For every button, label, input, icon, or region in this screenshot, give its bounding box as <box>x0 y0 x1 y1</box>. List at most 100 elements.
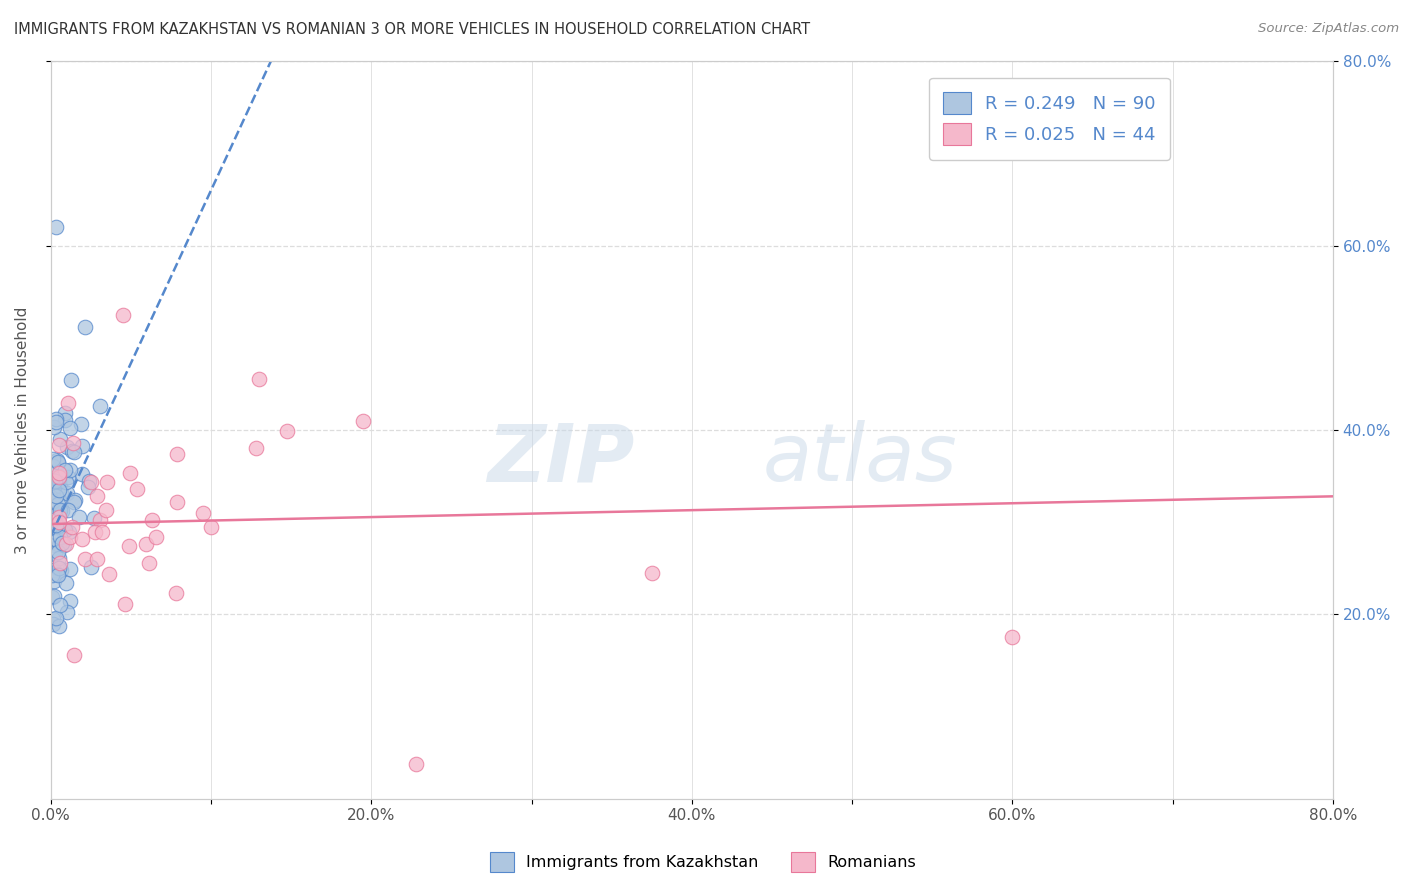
Point <box>60 374 83 388</box>
Point <box>44 474 66 488</box>
Point <box>56 486 79 500</box>
Point <box>48 568 70 582</box>
Point <box>62 435 84 450</box>
Point <box>89 513 111 527</box>
Point <box>86 489 108 503</box>
Point <box>45 611 67 625</box>
Point <box>83 510 105 524</box>
Point <box>83 524 105 539</box>
Point <box>55 576 77 591</box>
Point <box>63 444 86 458</box>
Point <box>59 463 82 477</box>
Text: IMMIGRANTS FROM KAZAKHSTAN VS ROMANIAN 3 OR MORE VEHICLES IN HOUSEHOLD CORRELATI: IMMIGRANTS FROM KAZAKHSTAN VS ROMANIAN 3… <box>14 22 810 37</box>
Point <box>45 508 67 522</box>
Point <box>42 419 65 434</box>
Point <box>59 593 82 607</box>
Point <box>77 480 100 494</box>
Point <box>60 443 83 458</box>
Point <box>56 396 79 410</box>
Point <box>118 539 141 553</box>
Point <box>48 510 70 524</box>
Legend: R = 0.249   N = 90, R = 0.025   N = 44: R = 0.249 N = 90, R = 0.025 N = 44 <box>929 78 1170 160</box>
Point <box>276 424 298 438</box>
Point <box>48 493 70 508</box>
Point <box>42 563 65 577</box>
Point <box>44 574 66 588</box>
Point <box>135 537 157 551</box>
Point <box>352 414 374 428</box>
Point <box>165 586 187 600</box>
Point <box>45 415 67 429</box>
Point <box>56 470 79 484</box>
Point <box>56 440 79 454</box>
Point <box>96 475 118 489</box>
Point <box>49 563 72 577</box>
Point <box>63 493 86 508</box>
Point <box>42 451 65 466</box>
Point <box>80 560 103 574</box>
Point <box>46 483 69 497</box>
Point <box>405 756 427 771</box>
Point <box>41 568 63 582</box>
Point <box>166 494 188 508</box>
Point <box>141 513 163 527</box>
Point <box>63 648 86 662</box>
Point <box>49 484 72 499</box>
Point <box>200 520 222 534</box>
Point <box>1001 631 1024 645</box>
Point <box>641 566 664 580</box>
Point <box>70 439 93 453</box>
Point <box>48 474 70 488</box>
Point <box>41 485 63 500</box>
Point <box>41 513 63 527</box>
Text: atlas: atlas <box>762 420 957 499</box>
Point <box>59 530 82 544</box>
Point <box>48 516 70 530</box>
Point <box>127 482 149 496</box>
Point <box>58 524 80 539</box>
Point <box>49 503 72 517</box>
Point <box>118 466 141 480</box>
Point <box>41 561 63 575</box>
Point <box>138 556 160 570</box>
Point <box>60 520 83 534</box>
Point <box>53 523 76 537</box>
Point <box>49 479 72 493</box>
Point <box>46 545 69 559</box>
Point <box>48 538 70 552</box>
Point <box>48 557 70 571</box>
Point <box>49 530 72 544</box>
Point <box>111 308 134 322</box>
Point <box>49 599 72 613</box>
Point <box>48 468 70 483</box>
Point <box>46 474 69 488</box>
Point <box>41 459 63 474</box>
Legend: Immigrants from Kazakhstan, Romanians: Immigrants from Kazakhstan, Romanians <box>482 844 924 880</box>
Point <box>245 442 267 456</box>
Point <box>45 533 67 548</box>
Point <box>55 537 77 551</box>
Point <box>53 413 76 427</box>
Point <box>46 518 69 533</box>
Point <box>41 474 63 488</box>
Point <box>44 538 66 552</box>
Point <box>48 437 70 451</box>
Point <box>44 589 66 603</box>
Point <box>45 489 67 503</box>
Text: ZIP: ZIP <box>486 420 634 499</box>
Point <box>51 504 73 518</box>
Point <box>41 617 63 632</box>
Point <box>75 552 97 566</box>
Point <box>55 406 77 420</box>
Point <box>67 510 90 524</box>
Point <box>89 399 111 413</box>
Point <box>58 503 80 517</box>
Point <box>53 463 76 477</box>
Point <box>46 497 69 511</box>
Y-axis label: 3 or more Vehicles in Household: 3 or more Vehicles in Household <box>15 306 30 554</box>
Point <box>86 552 108 566</box>
Point <box>63 495 86 509</box>
Point <box>55 605 77 619</box>
Point <box>48 516 70 530</box>
Point <box>59 562 82 576</box>
